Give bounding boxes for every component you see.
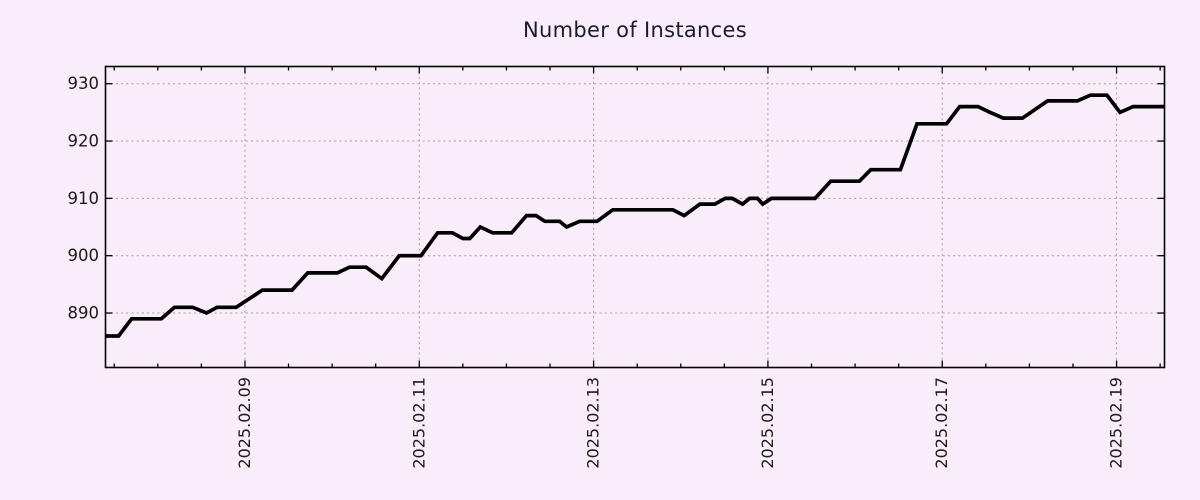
instances-line: [105, 93, 1165, 338]
y-axis-labels: 890 900 910 920 930: [68, 74, 100, 322]
grid: [105, 66, 1165, 368]
x-tick-label: 2025.02.13: [584, 377, 603, 469]
y-tick-label: 910: [68, 189, 100, 208]
plot-border: [104, 65, 1166, 369]
x-tick-label: 2025.02.17: [932, 377, 951, 469]
x-tick-label: 2025.02.15: [758, 377, 777, 469]
x-tick-label: 2025.02.19: [1107, 377, 1126, 469]
ticks: [105, 66, 1165, 368]
x-tick-label: 2025.02.09: [235, 377, 254, 469]
x-tick-label: 2025.02.11: [409, 377, 428, 469]
y-tick-label: 890: [68, 304, 100, 323]
y-tick-label: 920: [68, 132, 100, 151]
y-tick-label: 930: [68, 74, 100, 93]
x-axis-labels: 2025.02.09 2025.02.11 2025.02.13 2025.02.15…: [235, 377, 1126, 469]
y-tick-label: 900: [68, 246, 100, 265]
chart-title: Number of Instances: [523, 18, 747, 42]
